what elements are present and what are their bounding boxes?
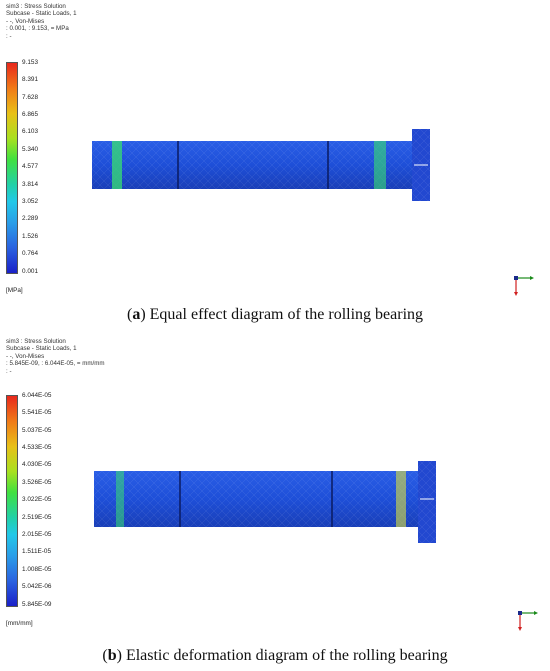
legend-tick: 0.001 bbox=[22, 268, 38, 275]
strain-hotspot-left bbox=[116, 471, 124, 527]
header-line: : 0.001, : 9.153, = MPa bbox=[6, 25, 69, 33]
legend-tick: 3.814 bbox=[22, 181, 38, 188]
shaft-model bbox=[94, 461, 436, 543]
coordinate-triad-icon bbox=[514, 276, 534, 296]
legend-tick: 2.015E-05 bbox=[22, 531, 52, 538]
shaft-model bbox=[92, 129, 430, 201]
legend-tick: 0.764 bbox=[22, 250, 38, 257]
legend-tick: 3.526E-05 bbox=[22, 479, 52, 486]
header-line: : 5.845E-09, : 6.044E-05, = mm/mm bbox=[6, 360, 105, 368]
legend-tick: 1.526 bbox=[22, 233, 38, 240]
legend-tick: 5.042E-06 bbox=[22, 583, 52, 590]
panel-equal-effect: sim3 : Stress Solution Subcase - Static … bbox=[0, 0, 550, 335]
legend-tick: 8.391 bbox=[22, 76, 38, 83]
legend-tick: 4.030E-05 bbox=[22, 461, 52, 468]
legend-tick: 6.044E-05 bbox=[22, 392, 52, 399]
coordinate-triad-icon bbox=[518, 611, 538, 631]
header-line: sim3 : Stress Solution bbox=[6, 3, 66, 10]
header-line: : - bbox=[6, 367, 12, 375]
stress-hotspot-left bbox=[112, 141, 122, 189]
legend-tick: 1.008E-05 bbox=[22, 566, 52, 573]
legend-tick: 5.037E-05 bbox=[22, 427, 52, 434]
figure-caption: (a) Equal effect diagram of the rolling … bbox=[126, 306, 424, 323]
legend-tick: 6.865 bbox=[22, 111, 38, 118]
caption-letter: b bbox=[107, 647, 117, 664]
strain-hotspot-right bbox=[396, 471, 406, 527]
legend-unit: [MPa] bbox=[6, 287, 23, 294]
legend-tick: 4.533E-05 bbox=[22, 444, 52, 451]
legend-tick: 3.052 bbox=[22, 198, 38, 205]
legend-tick: 6.103 bbox=[22, 128, 38, 135]
result-header: sim3 : Stress Solution Subcase - Static … bbox=[6, 3, 77, 40]
legend-tick: 2.289 bbox=[22, 215, 38, 222]
caption-text: Elastic deformation diagram of the rolli… bbox=[121, 647, 448, 664]
header-line: sim3 : Stress Solution bbox=[6, 338, 66, 345]
legend-tick: 2.519E-05 bbox=[22, 514, 52, 521]
legend-tick: 5.340 bbox=[22, 146, 38, 153]
color-legend-bar bbox=[6, 62, 18, 274]
legend-tick: 5.845E-09 bbox=[22, 601, 52, 608]
result-header: sim3 : Stress Solution Subcase - Static … bbox=[6, 338, 105, 375]
legend-tick: 1.511E-05 bbox=[22, 548, 52, 555]
header-line: - -, Von-Mises bbox=[6, 17, 45, 25]
header-line: - -, Von-Mises bbox=[6, 352, 45, 360]
header-line: : - bbox=[6, 32, 12, 40]
legend-tick: 7.628 bbox=[22, 94, 38, 101]
legend-tick: 3.022E-05 bbox=[22, 496, 52, 503]
legend-tick: 4.577 bbox=[22, 163, 38, 170]
caption-letter: a bbox=[132, 306, 141, 323]
header-line: Subcase - Static Loads, 1 bbox=[6, 10, 77, 18]
color-legend-bar bbox=[6, 395, 18, 607]
legend-tick: 9.153 bbox=[22, 59, 38, 66]
stress-hotspot-right bbox=[374, 141, 386, 189]
figure-caption: (b) Elastic deformation diagram of the r… bbox=[102, 647, 448, 664]
legend-unit: [mm/mm] bbox=[6, 620, 33, 627]
caption-text: Equal effect diagram of the rolling bear… bbox=[145, 306, 424, 323]
header-line: Subcase - Static Loads, 1 bbox=[6, 345, 77, 353]
panel-elastic-deformation: sim3 : Stress Solution Subcase - Static … bbox=[0, 335, 550, 671]
legend-tick: 5.541E-05 bbox=[22, 409, 52, 416]
